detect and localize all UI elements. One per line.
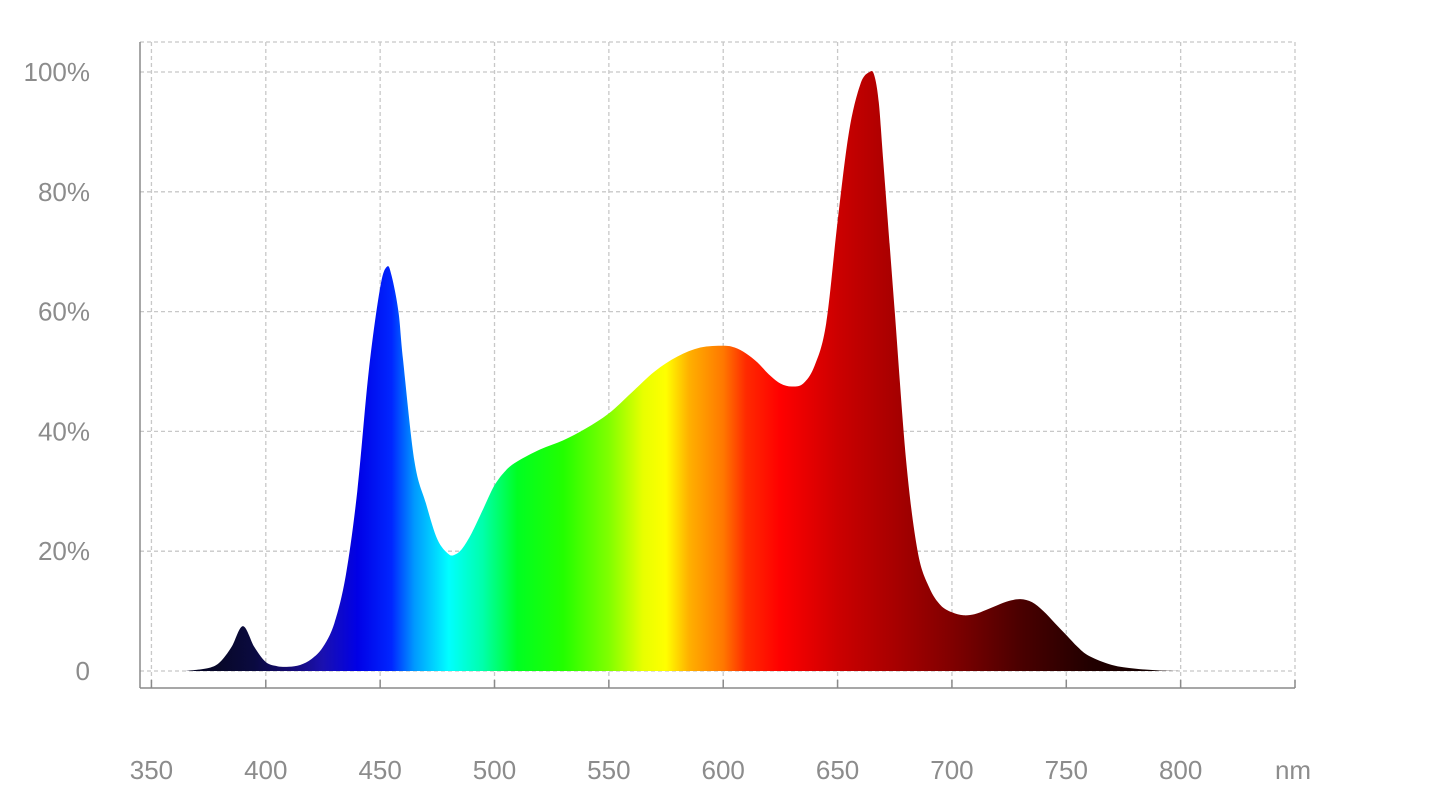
x-tick-label: 550 <box>587 755 630 785</box>
x-tick-label: 600 <box>702 755 745 785</box>
y-tick-label: 40% <box>38 416 90 446</box>
y-tick-label: 100% <box>24 57 91 87</box>
x-unit-label: nm <box>1275 755 1311 785</box>
y-tick-label: 20% <box>38 536 90 566</box>
x-tick-label: 650 <box>816 755 859 785</box>
x-tick-label: 350 <box>130 755 173 785</box>
label-layer: 0 20% 40% 60% 80% 100% 350 400 450 500 550 600 650 70… <box>24 57 1312 785</box>
y-tick-label: 0 <box>76 656 90 686</box>
x-tick-label: 450 <box>358 755 401 785</box>
x-tick-label: 750 <box>1045 755 1088 785</box>
axis-layer <box>139 42 1296 689</box>
y-tick-label: 80% <box>38 177 90 207</box>
x-tick-label: 700 <box>930 755 973 785</box>
y-tick-label: 60% <box>38 297 90 327</box>
x-tick-label: 800 <box>1159 755 1202 785</box>
x-tick-label: 500 <box>473 755 516 785</box>
area-layer <box>185 70 1181 671</box>
x-tick-label: 400 <box>244 755 287 785</box>
spectrum-area <box>185 70 1181 671</box>
